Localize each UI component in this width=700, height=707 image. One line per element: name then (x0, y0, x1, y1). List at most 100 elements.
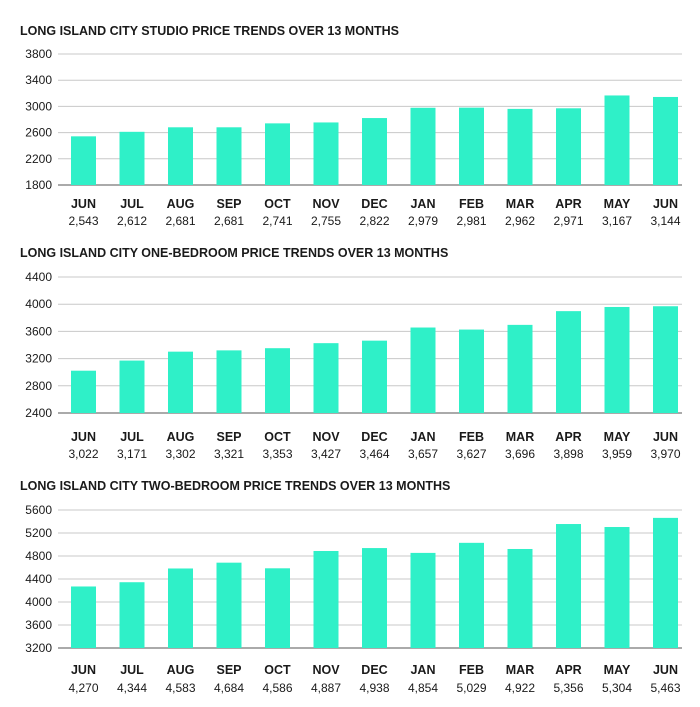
bar (362, 548, 387, 648)
y-tick-label: 1800 (25, 178, 52, 192)
value-label: 3,353 (262, 447, 292, 461)
bar (459, 542, 484, 648)
bar (362, 340, 387, 413)
month-label: APR (555, 197, 581, 211)
value-label: 3,657 (408, 447, 438, 461)
bar (119, 131, 145, 185)
bar (604, 306, 630, 413)
chart-2: LONG ISLAND CITY ONE-BEDROOM PRICE TREND… (20, 246, 682, 461)
value-label: 3,302 (165, 447, 195, 461)
value-label: 5,463 (650, 681, 680, 695)
bar (119, 582, 145, 648)
y-tick-label: 3800 (25, 47, 52, 61)
bar (168, 127, 193, 185)
value-label: 4,684 (214, 681, 244, 695)
month-label: DEC (361, 430, 387, 444)
value-label: 3,627 (456, 447, 486, 461)
month-label: SEP (216, 430, 241, 444)
y-tick-label: 4000 (25, 595, 52, 609)
value-label: 2,612 (117, 214, 147, 228)
month-label: SEP (216, 197, 241, 211)
bar (168, 568, 193, 648)
bar (604, 95, 630, 185)
month-label: FEB (459, 197, 484, 211)
value-label: 3,464 (359, 447, 389, 461)
month-label: MAR (506, 430, 534, 444)
bar (410, 327, 436, 413)
y-tick-label: 4400 (25, 572, 52, 586)
month-label: SEP (216, 663, 241, 677)
month-label: JUN (71, 197, 96, 211)
value-label: 4,938 (359, 681, 389, 695)
value-label: 4,586 (262, 681, 292, 695)
value-label: 4,583 (165, 681, 195, 695)
bar (265, 348, 290, 413)
value-label: 2,681 (165, 214, 195, 228)
chart-title: LONG ISLAND CITY ONE-BEDROOM PRICE TREND… (20, 246, 448, 260)
month-label: AUG (167, 197, 195, 211)
month-label: JAN (410, 197, 435, 211)
y-tick-label: 5200 (25, 526, 52, 540)
month-label: JUN (653, 430, 678, 444)
y-tick-label: 2400 (25, 406, 52, 420)
bar (168, 351, 193, 413)
month-label: MAR (506, 197, 534, 211)
y-tick-label: 4800 (25, 549, 52, 563)
value-label: 4,922 (505, 681, 535, 695)
month-label: AUG (167, 430, 195, 444)
value-label: 2,681 (214, 214, 244, 228)
month-label: JUL (120, 430, 144, 444)
bar (556, 108, 581, 185)
value-label: 4,887 (311, 681, 341, 695)
month-label: APR (555, 663, 581, 677)
value-label: 3,427 (311, 447, 341, 461)
value-label: 3,171 (117, 447, 147, 461)
value-label: 3,898 (553, 447, 583, 461)
value-label: 2,543 (68, 214, 98, 228)
bar (556, 311, 581, 413)
y-tick-label: 2200 (25, 152, 52, 166)
bar (265, 568, 290, 648)
value-label: 2,979 (408, 214, 438, 228)
month-label: JUL (120, 663, 144, 677)
y-tick-label: 3600 (25, 618, 52, 632)
value-label: 3,959 (602, 447, 632, 461)
month-label: MAY (604, 663, 631, 677)
value-label: 2,755 (311, 214, 341, 228)
month-label: DEC (361, 663, 387, 677)
bar (653, 306, 678, 413)
month-label: FEB (459, 430, 484, 444)
bar (653, 96, 678, 185)
bar (507, 108, 533, 185)
value-label: 5,029 (456, 681, 486, 695)
bar (119, 360, 145, 413)
bar (507, 324, 533, 413)
month-label: FEB (459, 663, 484, 677)
y-tick-label: 4000 (25, 297, 52, 311)
month-label: JUN (653, 663, 678, 677)
value-label: 2,981 (456, 214, 486, 228)
bar (313, 343, 339, 413)
value-label: 2,962 (505, 214, 535, 228)
month-label: MAY (604, 197, 631, 211)
value-label: 3,022 (68, 447, 98, 461)
value-label: 2,822 (359, 214, 389, 228)
month-label: OCT (264, 197, 291, 211)
bar (459, 329, 484, 413)
chart-3: LONG ISLAND CITY TWO-BEDROOM PRICE TREND… (20, 479, 682, 695)
month-label: DEC (361, 197, 387, 211)
bar (265, 123, 290, 185)
y-tick-label: 2800 (25, 379, 52, 393)
y-tick-label: 2600 (25, 126, 52, 140)
value-label: 4,344 (117, 681, 147, 695)
bar (216, 562, 242, 648)
y-tick-label: 5600 (25, 503, 52, 517)
bar (410, 107, 436, 185)
chart-1: LONG ISLAND CITY STUDIO PRICE TRENDS OVE… (20, 24, 682, 228)
month-label: NOV (312, 197, 340, 211)
value-label: 3,167 (602, 214, 632, 228)
bar (313, 550, 339, 648)
bar (313, 122, 339, 185)
y-tick-label: 3400 (25, 73, 52, 87)
